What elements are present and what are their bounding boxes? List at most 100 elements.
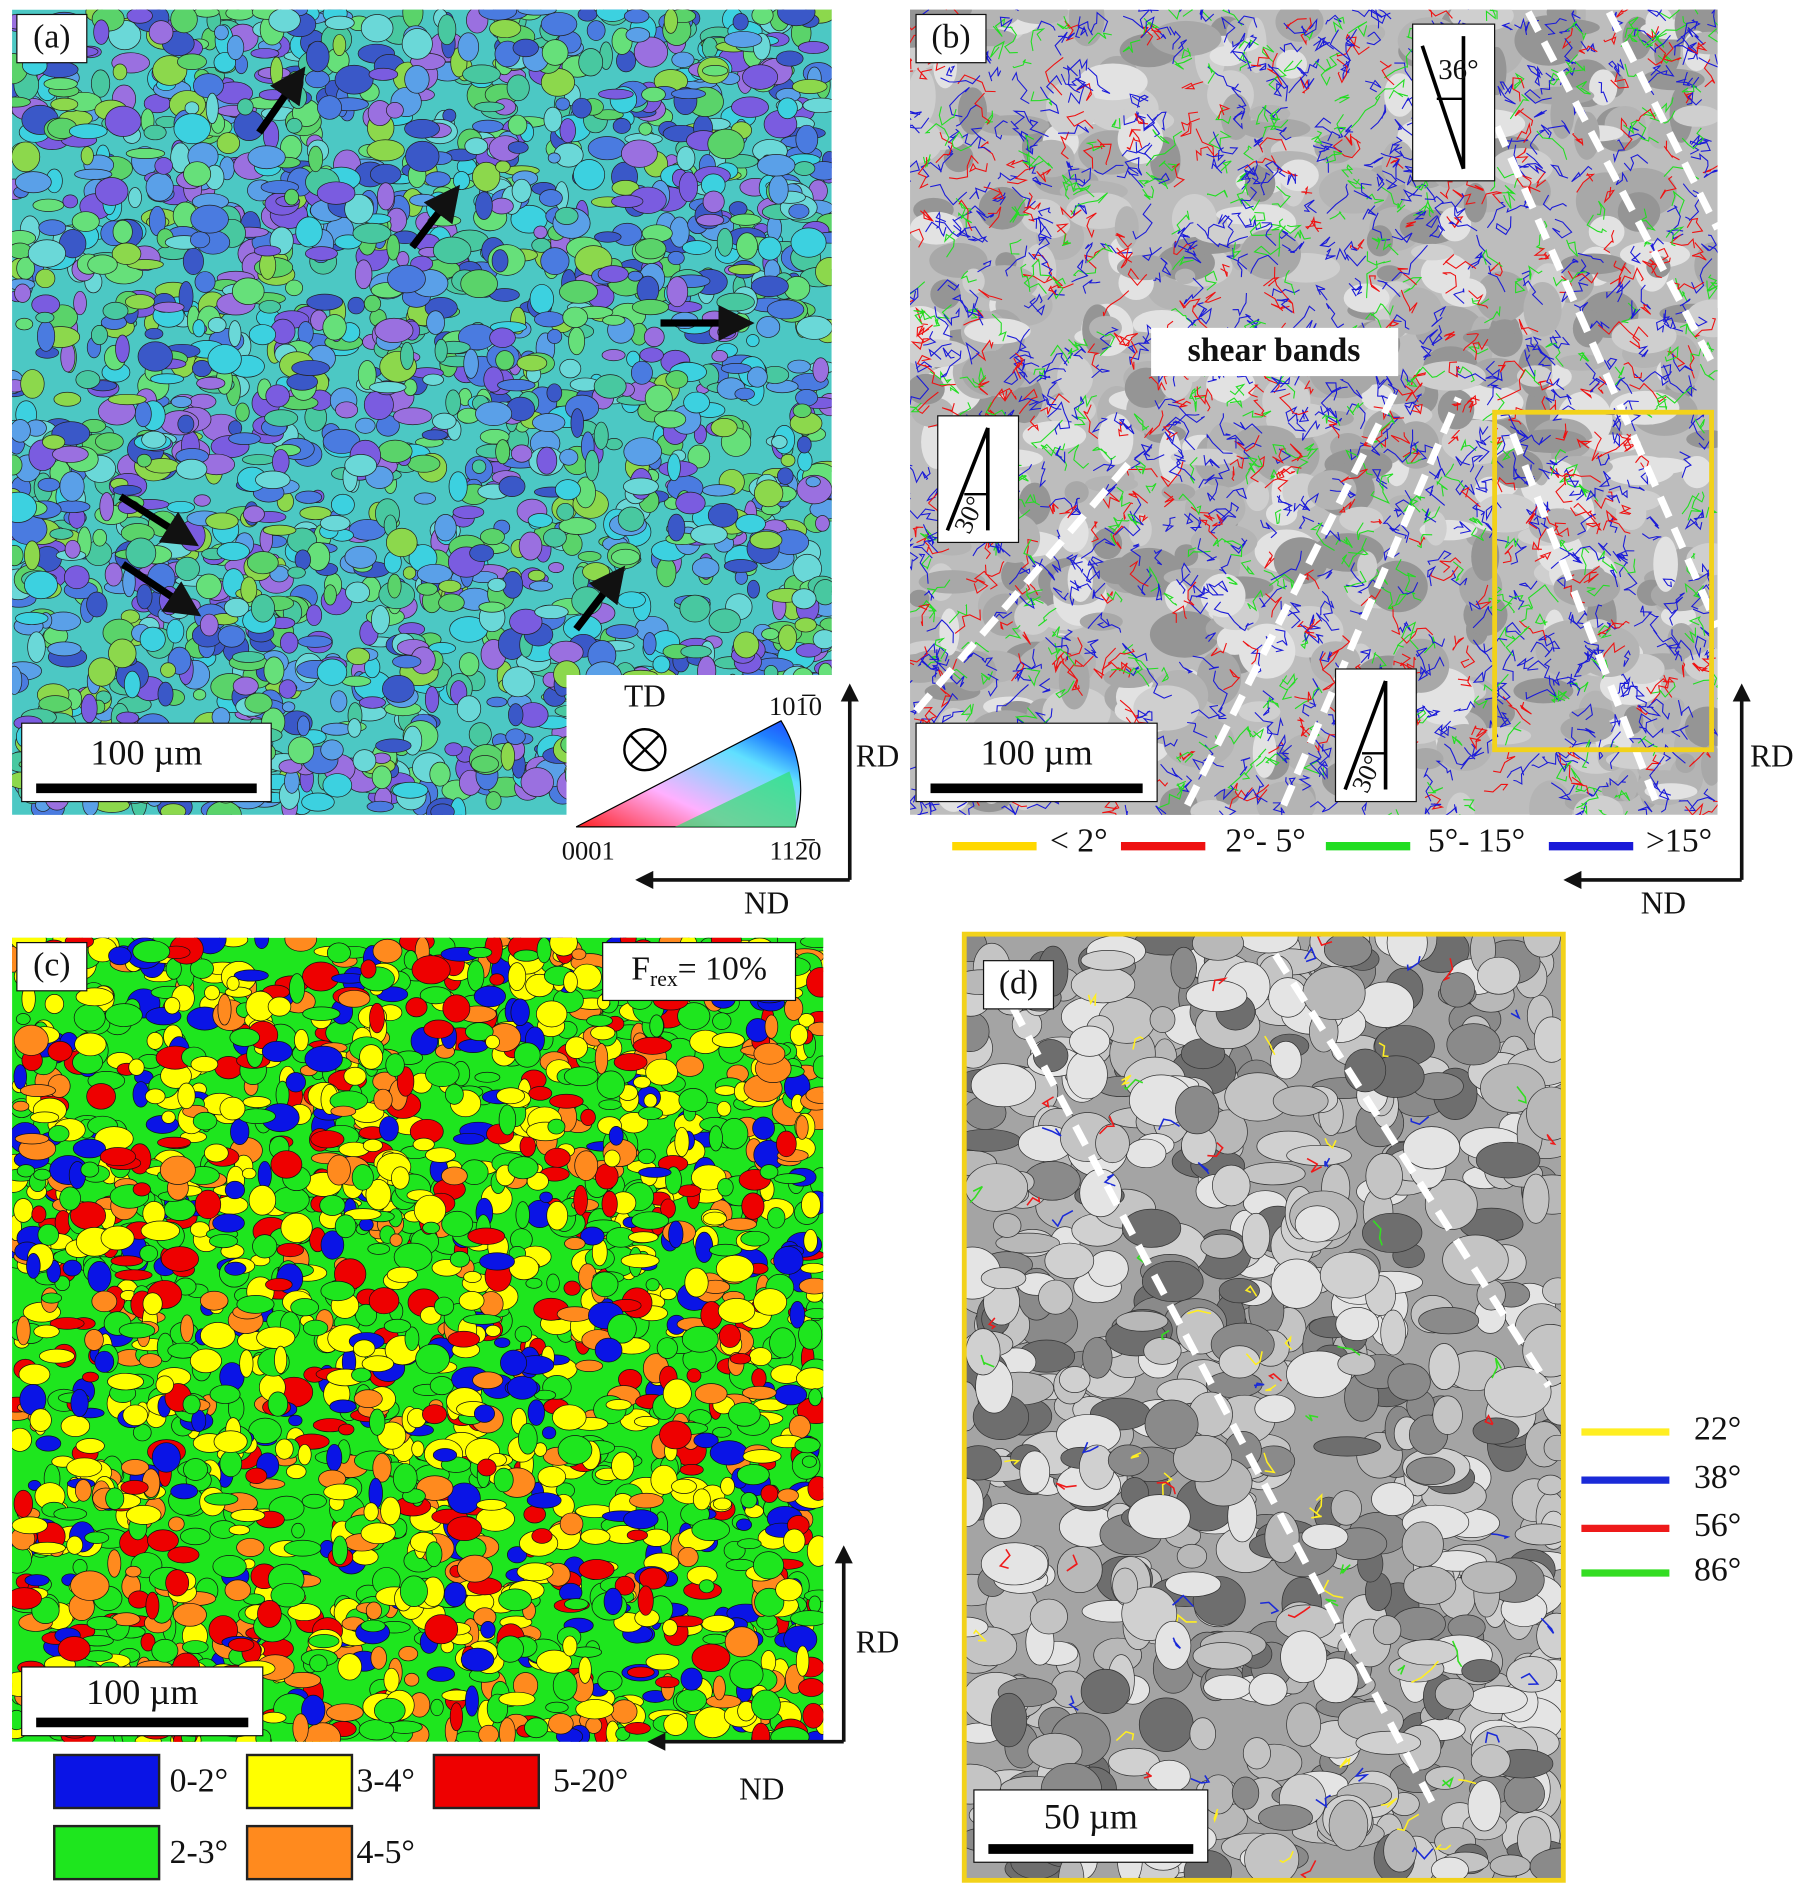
grain	[424, 686, 440, 713]
boundary	[1314, 52, 1341, 72]
boundary	[1272, 444, 1297, 459]
grain	[777, 467, 794, 485]
grain	[468, 722, 492, 747]
boundary	[1115, 232, 1133, 248]
boundary	[1674, 35, 1693, 56]
boundary	[1613, 139, 1626, 164]
boundary	[1212, 131, 1239, 155]
grain	[724, 31, 763, 48]
grain	[1174, 268, 1196, 285]
boundary	[1149, 22, 1162, 41]
boundary	[1513, 468, 1520, 481]
boundary	[1163, 592, 1178, 606]
boundary	[1045, 56, 1064, 96]
grain	[137, 341, 173, 372]
boundary	[951, 131, 972, 152]
boundary	[954, 609, 981, 634]
grain	[421, 429, 448, 441]
boundary	[1314, 410, 1338, 424]
boundary	[1152, 129, 1170, 144]
boundary	[1571, 776, 1590, 795]
grain	[368, 67, 399, 81]
boundary	[1029, 119, 1049, 138]
boundary	[1499, 81, 1514, 95]
grain	[554, 207, 579, 225]
boundary	[1468, 290, 1489, 309]
grain	[1045, 79, 1097, 136]
boundary	[1686, 91, 1703, 106]
grain	[104, 562, 123, 587]
grain	[761, 628, 780, 640]
grain	[301, 1493, 327, 1509]
boundary	[1455, 446, 1478, 467]
boundary	[1427, 565, 1437, 587]
boundary	[1472, 639, 1492, 663]
boundary	[969, 182, 991, 200]
boundary	[1533, 109, 1547, 118]
boundary	[1639, 34, 1671, 54]
boundary	[1531, 434, 1552, 446]
boundary	[1501, 22, 1513, 31]
boundary	[1090, 11, 1109, 34]
boundary	[1309, 800, 1338, 813]
boundary	[1690, 584, 1711, 610]
grain	[559, 448, 579, 466]
boundary	[1129, 93, 1149, 108]
boundary	[1603, 186, 1616, 204]
grain	[1161, 483, 1196, 502]
grain	[12, 141, 41, 173]
boundary	[1483, 673, 1509, 692]
boundary	[1153, 549, 1163, 566]
boundary	[1554, 522, 1570, 537]
boundary	[1206, 433, 1233, 454]
boundary	[1284, 269, 1296, 296]
boundary	[1053, 277, 1066, 300]
boundary	[1347, 178, 1366, 189]
grain	[228, 320, 242, 347]
boundary	[1627, 29, 1641, 43]
boundary	[1286, 18, 1307, 30]
boundary	[1329, 29, 1352, 67]
boundary	[1243, 34, 1258, 52]
grain	[150, 373, 184, 385]
boundary	[1221, 16, 1236, 43]
boundary	[1384, 48, 1414, 79]
boundary	[1273, 266, 1293, 304]
boundary	[1694, 317, 1717, 338]
boundary	[1427, 550, 1452, 565]
boundary	[1608, 485, 1628, 499]
boundary	[1426, 709, 1441, 718]
boundary	[916, 391, 939, 415]
boundary	[1513, 753, 1540, 785]
grain	[111, 242, 142, 265]
boundary	[1083, 639, 1099, 654]
boundary	[1485, 371, 1503, 382]
grain	[711, 349, 728, 363]
boundary	[1259, 585, 1288, 608]
boundary	[1396, 267, 1417, 286]
grain	[702, 190, 725, 213]
grain	[125, 294, 155, 310]
boundary	[1363, 156, 1384, 168]
grain	[813, 579, 832, 606]
boundary	[1214, 784, 1235, 801]
grain	[742, 64, 779, 90]
boundary	[1635, 695, 1647, 708]
boundary	[1082, 139, 1106, 169]
grain	[753, 479, 784, 508]
boundary	[1552, 336, 1571, 350]
boundary	[1510, 539, 1527, 565]
boundary	[1134, 113, 1148, 125]
boundary	[1276, 744, 1292, 764]
grain	[517, 9, 557, 16]
grain	[43, 77, 78, 90]
grain	[602, 314, 626, 326]
grain	[250, 594, 275, 623]
boundary	[1658, 9, 1699, 20]
grain	[94, 432, 124, 451]
boundary	[1273, 126, 1292, 141]
grain	[430, 803, 455, 815]
boundary	[953, 205, 986, 222]
boundary	[1226, 434, 1245, 449]
grain	[62, 194, 78, 209]
